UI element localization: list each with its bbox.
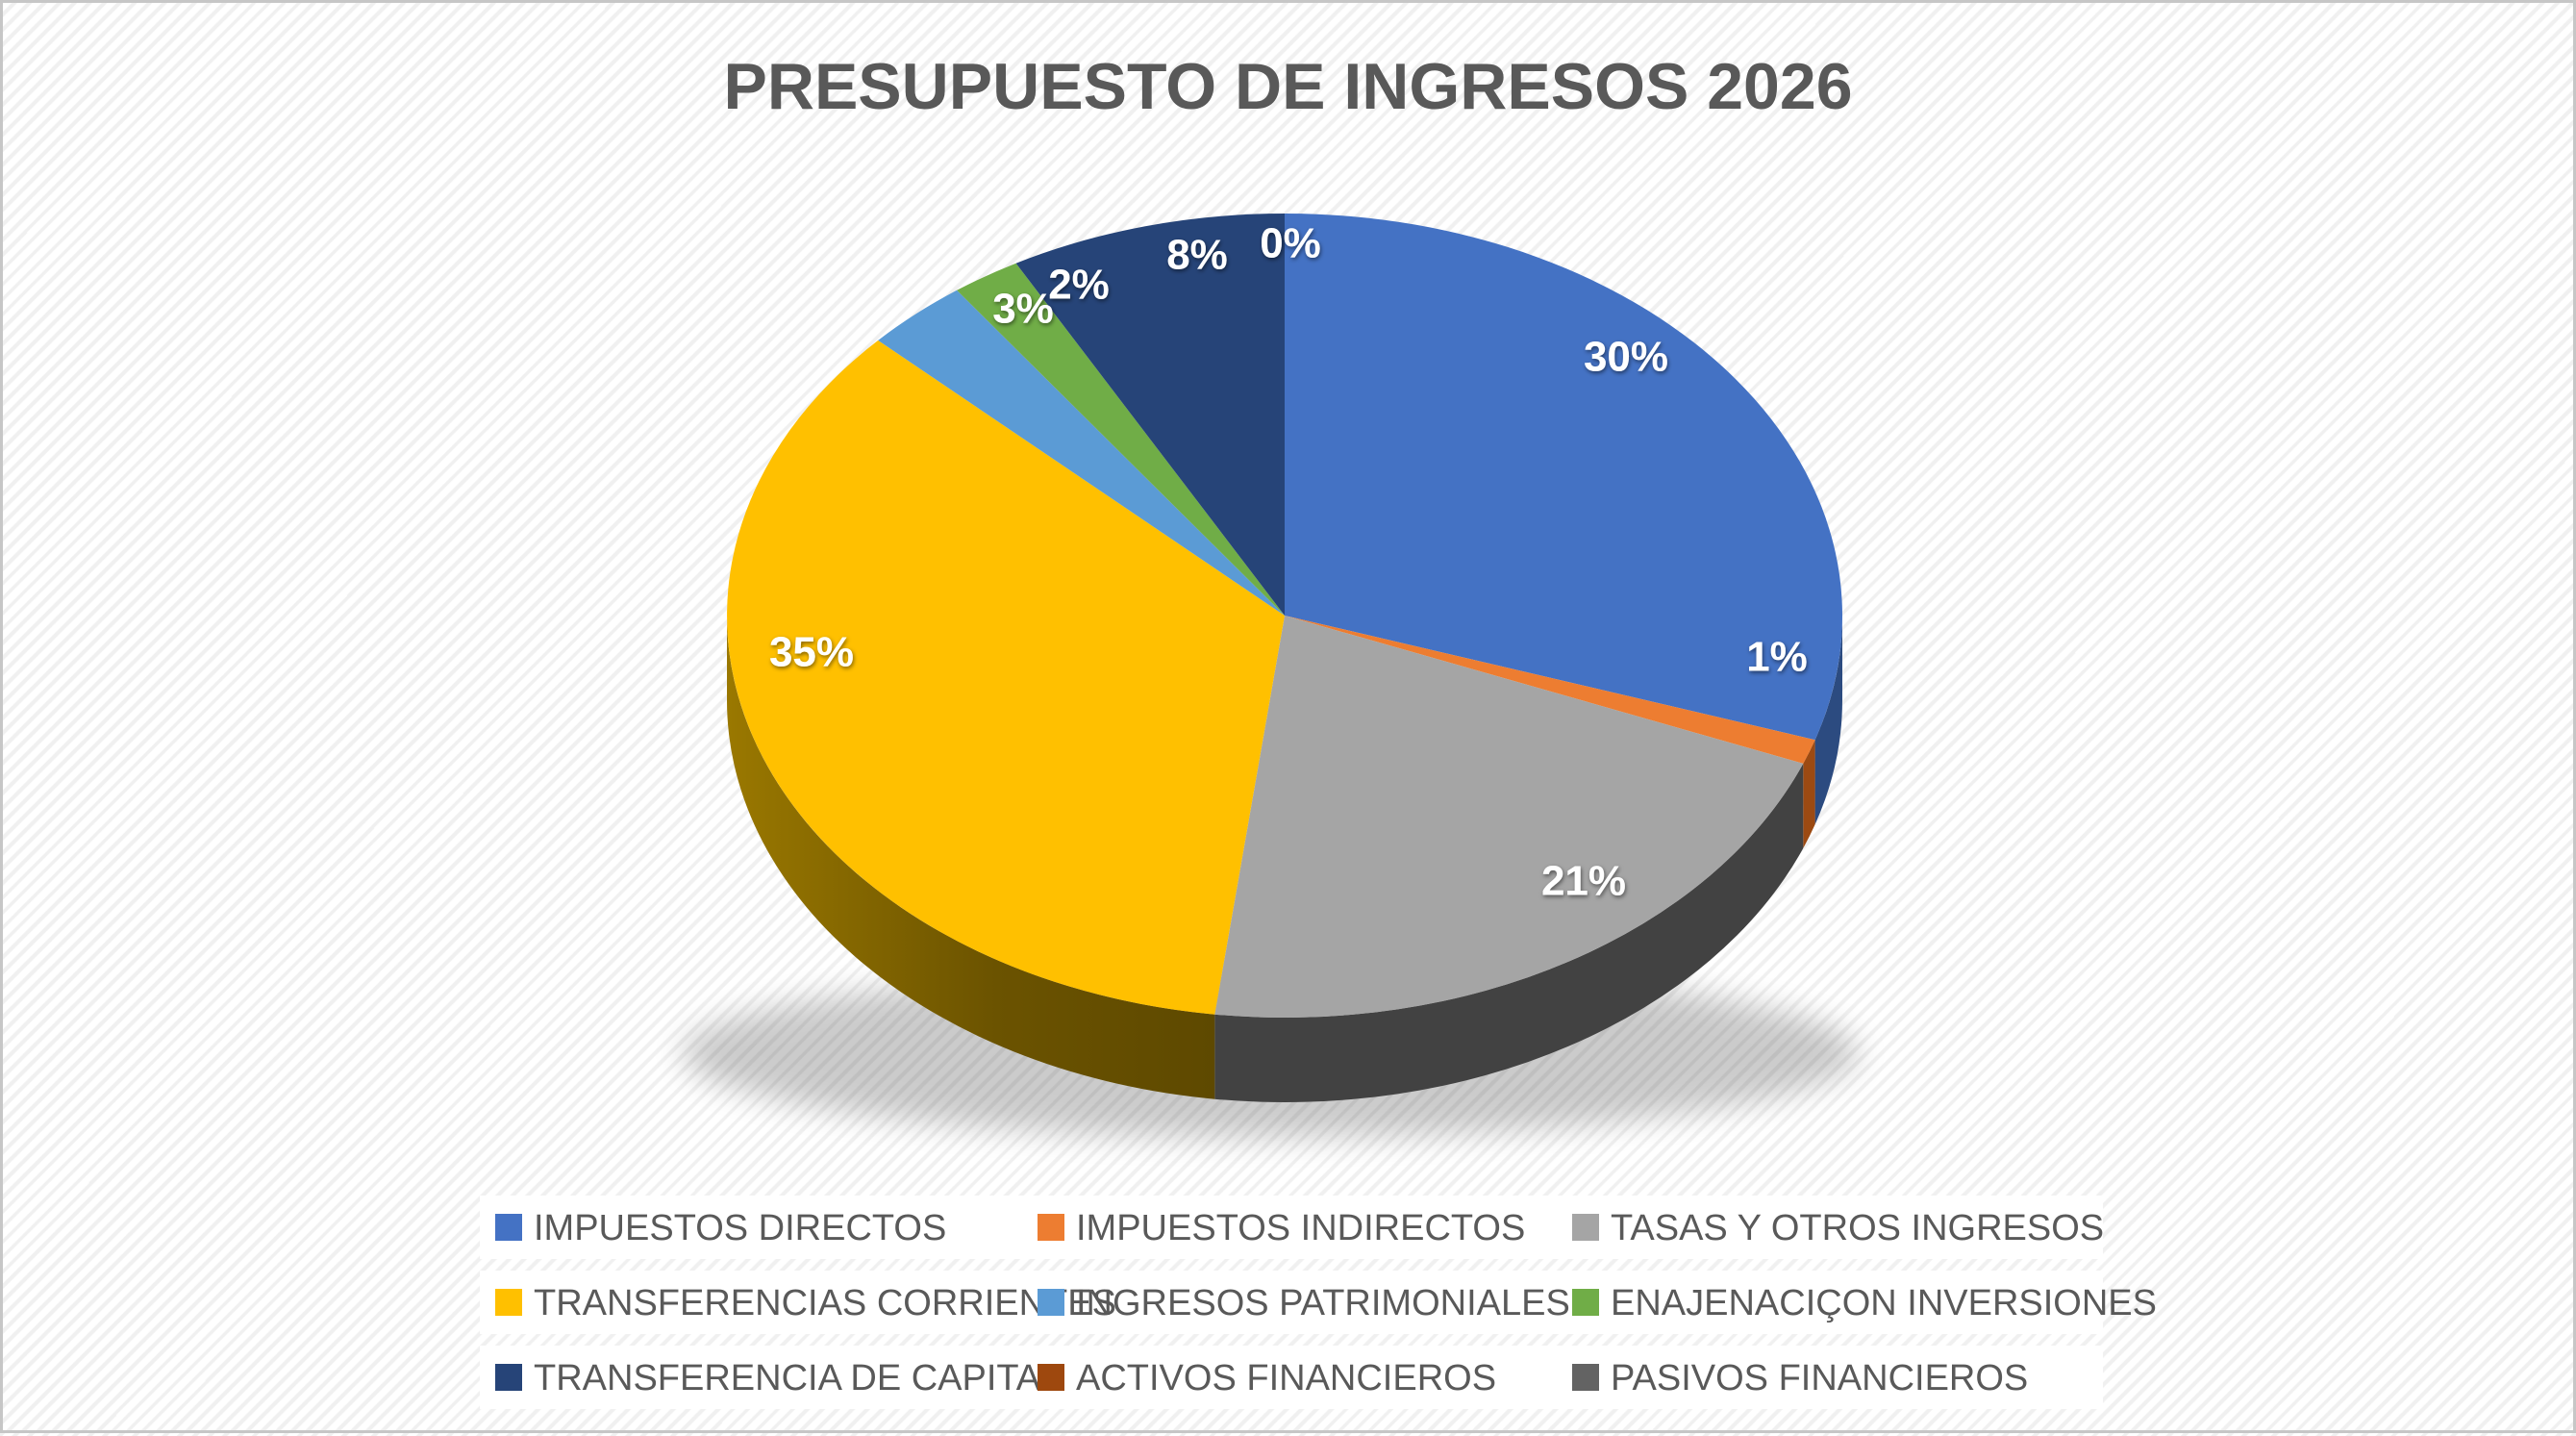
- legend-swatch: [495, 1289, 522, 1316]
- pie-data-labels: 30% 1% 21% 35% 3%2% 8% 0%: [769, 220, 1808, 905]
- pie-slices: [727, 214, 1843, 1019]
- pie-data-label: 8%: [1166, 232, 1228, 279]
- pie-slice-0: [1285, 214, 1843, 741]
- pie-slice-3: [727, 340, 1285, 1015]
- legend-item: TRANSFERENCIAS CORRIENTES: [495, 1283, 1116, 1322]
- pie-data-label: 35%: [769, 629, 854, 676]
- pie-data-label: 1%: [1746, 634, 1808, 681]
- legend-label: IMPUESTOS INDIRECTOS: [1076, 1208, 1526, 1248]
- legend-label: INGRESOS PATRIMONIALES: [1076, 1283, 1570, 1323]
- legend-row: TRANSFERENCIAS CORRIENTES INGRESOS PATRIM…: [480, 1271, 2157, 1334]
- legend-swatch: [495, 1214, 522, 1241]
- legend-item: IMPUESTOS DIRECTOS: [495, 1208, 1038, 1247]
- legend-label: TRANSFERENCIAS CORRIENTES: [534, 1283, 1116, 1323]
- legend-swatch: [1572, 1364, 1599, 1391]
- legend-label: IMPUESTOS DIRECTOS: [534, 1208, 947, 1248]
- legend-label: ACTIVOS FINANCIEROS: [1076, 1358, 1497, 1398]
- legend-label: TRANSFERENCIA DE CAPITAL: [534, 1358, 1062, 1398]
- legend-item: IMPUESTOS INDIRECTOS: [1038, 1208, 1572, 1247]
- legend-swatch: [1572, 1214, 1599, 1241]
- legend-label: TASAS Y OTROS INGRESOS: [1611, 1208, 2105, 1248]
- legend-item: ENAJENACIÇON INVERSIONES: [1572, 1283, 2157, 1322]
- pie-slice-1: [1285, 616, 1815, 764]
- legend-item: ACTIVOS FINANCIEROS: [1038, 1358, 1572, 1397]
- pie-slice-5: [957, 263, 1285, 616]
- legend-label: PASIVOS FINANCIEROS: [1611, 1358, 2029, 1398]
- legend-swatch: [1038, 1364, 1064, 1391]
- legend-row: IMPUESTOS DIRECTOS IMPUESTOS INDIRECTOS TA…: [480, 1196, 2105, 1259]
- pie-chart-canvas: 30% 1% 21% 35% 3%2% 8% 0%: [682, 214, 1859, 1138]
- legend: IMPUESTOS DIRECTOS IMPUESTOS INDIRECTOS TA…: [480, 1196, 2157, 1421]
- pie-slice-side-1: [1803, 740, 1815, 848]
- pie-slice-2: [1214, 616, 1804, 1019]
- legend-item: PASIVOS FINANCIEROS: [1572, 1358, 2103, 1397]
- pie-slice-side-0: [1814, 616, 1842, 825]
- legend-swatch: [1038, 1214, 1064, 1241]
- legend-item: INGRESOS PATRIMONIALES: [1038, 1283, 1572, 1322]
- legend-swatch: [1038, 1289, 1064, 1316]
- legend-item: TRANSFERENCIA DE CAPITAL: [495, 1358, 1061, 1397]
- pie-slice-4: [878, 290, 1285, 616]
- legend-item: TASAS Y OTROS INGRESOS: [1572, 1208, 2105, 1248]
- legend-label: ENAJENACIÇON INVERSIONES: [1611, 1283, 2157, 1323]
- pie-data-label: 0%: [1260, 220, 1321, 267]
- pie-slice-side-3: [727, 616, 1215, 1099]
- pie-data-label: 3%: [992, 286, 1054, 333]
- pie-data-label: 30%: [1584, 334, 1668, 381]
- pie-data-label: 21%: [1541, 858, 1626, 905]
- legend-swatch: [495, 1364, 522, 1391]
- legend-row: TRANSFERENCIA DE CAPITAL ACTIVOS FINANCIE…: [480, 1346, 2103, 1409]
- pie-slice-side-2: [1214, 763, 1804, 1103]
- chart-title: PRESUPUESTO DE INGRESOS 2026: [723, 50, 1853, 123]
- pie-data-label: 2%: [1048, 262, 1110, 309]
- pie-3d-sides: [727, 616, 1842, 1103]
- legend-swatch: [1572, 1289, 1599, 1316]
- pie-slice-6: [1015, 214, 1285, 616]
